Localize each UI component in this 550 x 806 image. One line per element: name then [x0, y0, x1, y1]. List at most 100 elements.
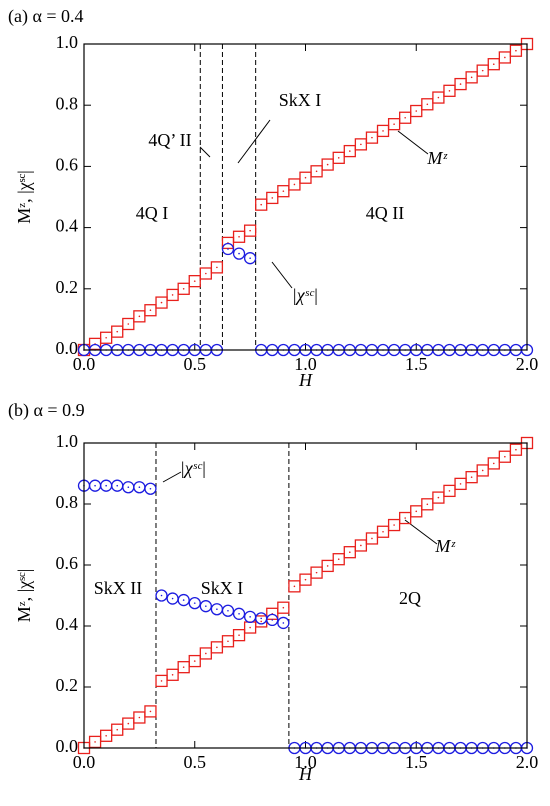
marker-dot: [459, 483, 462, 485]
marker-dot: [282, 622, 285, 624]
marker-dot: [304, 578, 307, 581]
marker-dot: [171, 674, 174, 676]
marker-dot: [504, 56, 506, 59]
square-marker: [387, 118, 401, 131]
square-marker: [498, 450, 512, 463]
marker-dot: [360, 143, 362, 146]
square-marker: [410, 505, 423, 518]
square-marker: [509, 443, 523, 456]
square-marker: [476, 464, 489, 477]
marker-dot: [94, 741, 96, 743]
marker-dot: [426, 503, 429, 506]
marker-dot: [260, 203, 263, 206]
phase-label: 2Q: [399, 588, 421, 608]
marker-dot: [249, 229, 251, 232]
square-marker: [476, 64, 489, 77]
square-marker: [454, 77, 467, 91]
square-marker: [443, 84, 456, 97]
marker-dot: [149, 710, 152, 713]
leader-line: [237, 119, 271, 164]
square-marker: [399, 111, 412, 124]
marker-dot: [193, 660, 196, 662]
marker-dot: [360, 544, 362, 547]
marker-dot: [404, 116, 406, 119]
square-marker: [343, 546, 356, 559]
marker-dot: [282, 190, 285, 192]
marker-dot: [105, 484, 107, 487]
marker-dot: [182, 666, 185, 668]
square-marker: [376, 124, 390, 138]
square-marker: [299, 171, 312, 184]
marker-dot: [349, 150, 351, 152]
y-tick-label: 0.2: [56, 675, 79, 695]
phase-label: 4Q’ II: [148, 130, 191, 150]
square-marker: [188, 654, 201, 668]
circle-marker: [221, 604, 235, 617]
marker-dot: [337, 558, 340, 561]
marker-dot: [216, 646, 218, 649]
marker-dot: [304, 176, 307, 179]
marker-dot: [116, 484, 119, 487]
y-axis-label: Mᶻ, |χˢᶜ|: [14, 170, 34, 224]
circle-marker: [199, 600, 212, 613]
marker-dot: [160, 594, 163, 597]
phase-label: SkX II: [94, 578, 143, 598]
marker-dot: [315, 571, 318, 574]
panel-title: (a) α = 0.4: [8, 6, 84, 27]
marker-dot: [138, 486, 141, 489]
marker-dot: [415, 110, 418, 112]
circle-marker: [177, 593, 190, 607]
marker-dot: [249, 257, 251, 260]
square-marker: [288, 580, 301, 593]
phase-label: 4Q I: [136, 203, 169, 223]
marker-dot: [293, 585, 296, 588]
square-marker: [321, 559, 334, 573]
y-tick-label: 0.4: [56, 216, 79, 236]
circle-marker: [155, 589, 168, 602]
marker-dot: [205, 652, 207, 655]
circle-marker: [188, 596, 201, 610]
marker-dot: [271, 619, 274, 621]
x-tick-label: 0.0: [73, 752, 96, 772]
marker-dot: [238, 235, 240, 238]
leader-line: [162, 471, 182, 483]
circle-marker: [144, 482, 157, 495]
square-marker: [321, 158, 334, 171]
y-tick-label: 0.8: [56, 492, 79, 512]
x-tick-label: 0.0: [73, 354, 96, 374]
plot-frame: [83, 43, 528, 351]
marker-dot: [138, 315, 141, 318]
marker-dot: [481, 69, 484, 72]
y-tick-label: 0.6: [56, 553, 79, 573]
marker-dot: [382, 130, 384, 132]
circle-marker: [232, 607, 246, 620]
leader-line: [199, 146, 211, 158]
circle-marker: [243, 252, 257, 265]
circle-marker: [277, 616, 290, 630]
series-label: Mᶻ: [434, 536, 456, 556]
square-marker: [299, 573, 312, 586]
square-marker: [443, 484, 456, 498]
panel-title: (b) α = 0.9: [8, 400, 85, 421]
marker-dot: [382, 530, 384, 533]
marker-dot: [470, 476, 473, 478]
circle-marker: [266, 613, 279, 627]
square-marker: [432, 491, 445, 504]
marker-dot: [138, 716, 141, 719]
marker-dot: [271, 197, 274, 199]
square-marker: [210, 261, 224, 274]
series-label: Mᶻ: [426, 148, 448, 168]
y-tick-label: 0.2: [56, 277, 79, 297]
square-marker: [454, 477, 467, 491]
square-marker: [465, 71, 478, 84]
marker-dot: [326, 163, 329, 166]
square-marker: [332, 553, 345, 566]
square-marker: [166, 668, 179, 681]
square-marker: [354, 138, 368, 151]
marker-dot: [315, 170, 318, 173]
square-marker: [243, 224, 257, 237]
marker-dot: [349, 551, 351, 553]
marker-dot: [393, 524, 395, 526]
marker-dot: [149, 487, 152, 490]
